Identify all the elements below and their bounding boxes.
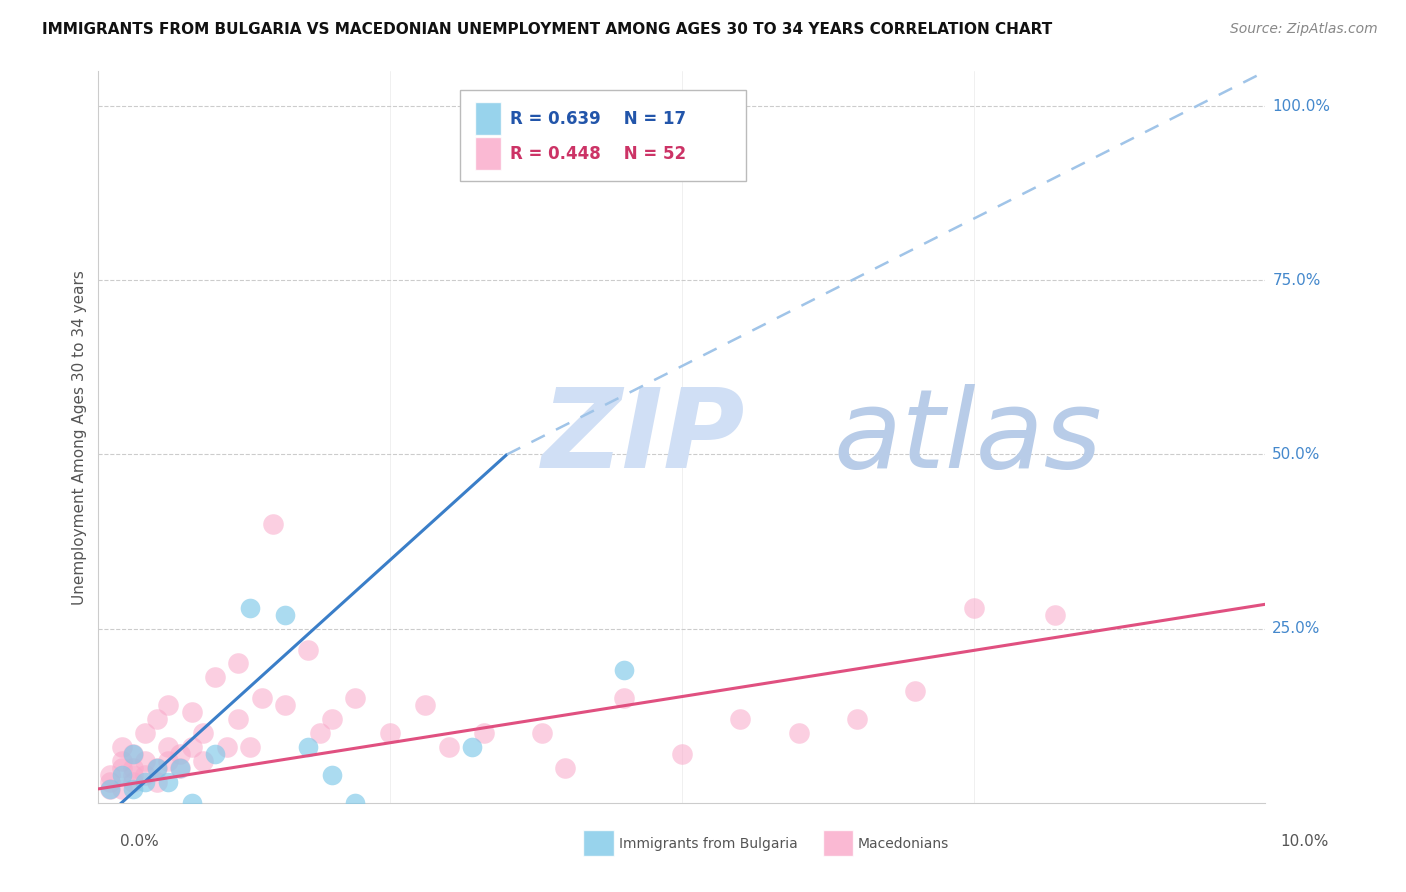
Point [146,761,169,775]
Y-axis label: Unemployment Among Ages 30 to 34 years: Unemployment Among Ages 30 to 34 years [72,269,87,605]
Point [274,607,297,622]
Point [193,754,215,768]
Point [180,796,202,810]
Point [344,796,367,810]
Point [321,768,343,782]
Point [157,740,180,755]
Point [228,657,250,671]
Text: atlas: atlas [834,384,1102,491]
Text: ZIP: ZIP [541,384,745,491]
Point [157,754,180,768]
Text: IMMIGRANTS FROM BULGARIA VS MACEDONIAN UNEMPLOYMENT AMONG AGES 30 TO 34 YEARS CO: IMMIGRANTS FROM BULGARIA VS MACEDONIAN U… [42,22,1053,37]
Point [321,712,343,726]
Point [309,726,332,740]
Point [344,691,367,706]
Point [274,698,297,713]
Point [846,712,869,726]
Point [111,768,134,782]
Point [437,740,460,755]
Point [380,726,402,740]
Text: Immigrants from Bulgaria: Immigrants from Bulgaria [619,837,797,851]
Point [250,691,273,706]
Point [134,775,156,789]
Point [122,747,145,761]
Text: Macedonians: Macedonians [858,837,949,851]
Point [169,761,191,775]
Point [157,698,180,713]
Point [180,740,202,755]
Text: 50.0%: 50.0% [1272,447,1320,462]
Point [146,712,169,726]
Point [111,761,134,775]
Point [157,775,180,789]
Point [98,781,121,796]
Point [671,747,693,761]
Point [530,726,553,740]
Point [134,754,156,768]
Point [122,747,145,761]
Text: 75.0%: 75.0% [1272,273,1320,288]
FancyBboxPatch shape [460,90,747,181]
Point [297,642,319,657]
Point [146,761,169,775]
Text: R = 0.639    N = 17: R = 0.639 N = 17 [510,110,686,128]
Point [554,761,576,775]
Point [297,740,319,755]
Point [122,761,145,775]
FancyBboxPatch shape [475,137,501,170]
Point [146,775,169,789]
Point [239,740,262,755]
Point [122,781,145,796]
Text: 100.0%: 100.0% [1272,99,1330,113]
Point [413,698,436,713]
Point [111,781,134,796]
Point [169,747,191,761]
Point [122,768,145,782]
Point [730,712,752,726]
Point [98,775,121,789]
Point [204,747,226,761]
Text: 10.0%: 10.0% [1281,834,1329,849]
Point [612,691,634,706]
Text: R = 0.448    N = 52: R = 0.448 N = 52 [510,145,686,163]
Point [204,670,226,684]
Point [228,712,250,726]
Point [111,754,134,768]
Point [122,775,145,789]
Point [134,768,156,782]
Text: Source: ZipAtlas.com: Source: ZipAtlas.com [1230,22,1378,37]
Point [612,664,634,678]
Point [262,517,284,532]
Point [472,726,495,740]
Point [904,684,927,698]
Point [180,705,202,719]
Point [169,761,191,775]
Point [461,740,484,755]
Point [962,600,984,615]
Point [1045,607,1067,622]
Point [787,726,810,740]
FancyBboxPatch shape [475,102,501,135]
Point [111,740,134,755]
Text: 0.0%: 0.0% [120,834,159,849]
Point [239,600,262,615]
Point [98,768,121,782]
Point [193,726,215,740]
Text: 25.0%: 25.0% [1272,621,1320,636]
Point [98,781,121,796]
Point [134,726,156,740]
Point [215,740,238,755]
